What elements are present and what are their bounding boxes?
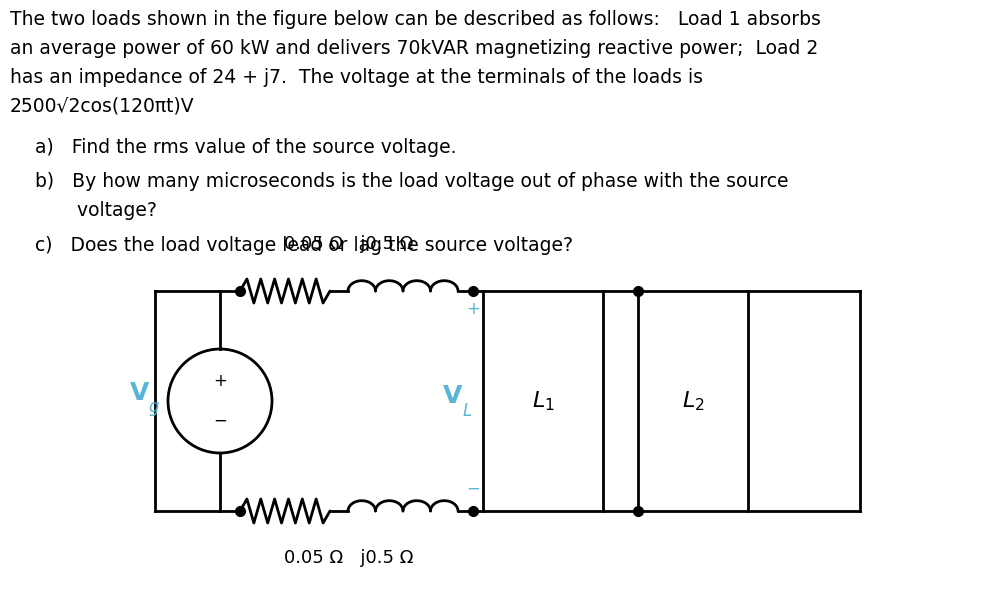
Text: $L_1$: $L_1$ [531, 389, 554, 413]
Text: −: − [466, 480, 480, 498]
Text: +: + [214, 372, 227, 390]
Text: 0.05 Ω   j0.5 Ω: 0.05 Ω j0.5 Ω [284, 549, 413, 567]
Text: $\mathbf{V}$: $\mathbf{V}$ [443, 384, 463, 408]
Text: 0.05 Ω   j0.5 Ω: 0.05 Ω j0.5 Ω [284, 235, 413, 253]
Text: b)   By how many microseconds is the load voltage out of phase with the source: b) By how many microseconds is the load … [35, 172, 788, 191]
Text: $L$: $L$ [461, 402, 472, 420]
Text: −: − [214, 412, 227, 430]
Text: $g$: $g$ [148, 400, 160, 418]
FancyBboxPatch shape [483, 291, 603, 511]
Text: has an impedance of 24 + j7.  The voltage at the terminals of the loads is: has an impedance of 24 + j7. The voltage… [10, 68, 703, 87]
Text: The two loads shown in the figure below can be described as follows:   Load 1 ab: The two loads shown in the figure below … [10, 10, 821, 29]
Text: an average power of 60 kW and delivers 70kVAR magnetizing reactive power;  Load : an average power of 60 kW and delivers 7… [10, 39, 819, 58]
Text: a)   Find the rms value of the source voltage.: a) Find the rms value of the source volt… [35, 138, 457, 157]
Text: $L_2$: $L_2$ [682, 389, 705, 413]
FancyBboxPatch shape [638, 291, 748, 511]
Text: $\mathbf{V}$: $\mathbf{V}$ [129, 381, 151, 405]
Text: voltage?: voltage? [35, 201, 156, 221]
Text: +: + [466, 300, 480, 318]
Text: c)   Does the load voltage lead or lag the source voltage?: c) Does the load voltage lead or lag the… [35, 236, 573, 255]
Text: 2500√2cos(120πt)V: 2500√2cos(120πt)V [10, 97, 195, 116]
